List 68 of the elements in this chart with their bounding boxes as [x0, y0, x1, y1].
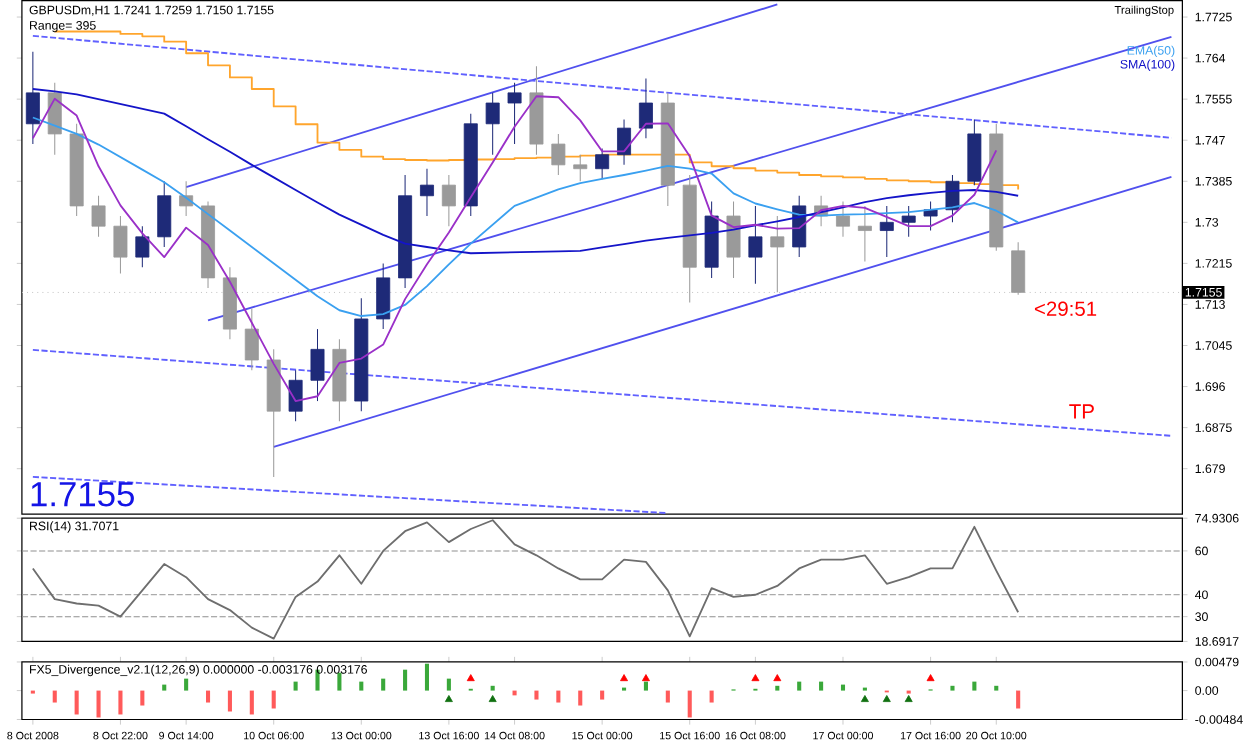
candlestick [485, 92, 500, 156]
annotation: TP [1069, 404, 1094, 419]
bar [162, 684, 167, 691]
bar [96, 690, 101, 718]
candlestick [113, 215, 128, 274]
bar [118, 690, 123, 715]
bar [578, 690, 583, 706]
candlestick [91, 195, 106, 238]
bar [140, 690, 145, 706]
bar [994, 685, 999, 691]
candlestick [836, 200, 850, 238]
bar [52, 690, 57, 703]
candlestick [573, 154, 588, 182]
bar [556, 690, 561, 703]
candlestick [595, 147, 610, 180]
candlestick [726, 200, 741, 279]
bar [972, 681, 977, 691]
bar [950, 685, 955, 691]
bar [534, 690, 539, 700]
bar [687, 690, 692, 718]
candlestick [507, 82, 522, 145]
bar [205, 690, 211, 703]
bar [446, 678, 451, 691]
candlestick [244, 308, 259, 371]
bar [775, 685, 780, 691]
candlestick [901, 205, 916, 238]
candlestick [551, 133, 566, 176]
bar [271, 690, 276, 709]
bar [381, 678, 386, 691]
annotation: 1.7155 [31, 482, 134, 507]
candlestick [25, 51, 40, 145]
bar [1016, 690, 1021, 709]
candlestick [420, 168, 434, 217]
bar [490, 685, 495, 691]
candlestick [1011, 241, 1026, 296]
annotation: <29:51 [1034, 301, 1097, 316]
bar [665, 690, 670, 703]
bar [424, 663, 430, 691]
candlestick [638, 77, 653, 139]
candlestick [967, 118, 982, 186]
candlestick [288, 369, 303, 422]
bar [600, 690, 605, 700]
candlestick [617, 118, 632, 166]
candlestick [879, 205, 894, 258]
candlestick [157, 180, 172, 248]
bar [797, 681, 802, 691]
candlestick [376, 262, 391, 330]
bar [643, 681, 648, 691]
bar [227, 690, 232, 712]
candlestick [857, 205, 872, 262]
candlestick [923, 200, 938, 231]
candlestick [310, 328, 325, 402]
bar [840, 684, 846, 691]
candlestick [770, 215, 785, 293]
bar [184, 678, 189, 691]
bar [359, 681, 364, 691]
bar [249, 690, 254, 715]
bar [293, 681, 298, 691]
bar [337, 672, 342, 691]
candlestick [748, 205, 763, 285]
line-series [31, 519, 1020, 640]
bar [74, 690, 79, 715]
bar [403, 669, 408, 691]
candlestick [441, 174, 456, 227]
candlestick [135, 225, 150, 268]
bar [315, 669, 320, 691]
bar [709, 690, 714, 703]
bar [819, 681, 824, 691]
